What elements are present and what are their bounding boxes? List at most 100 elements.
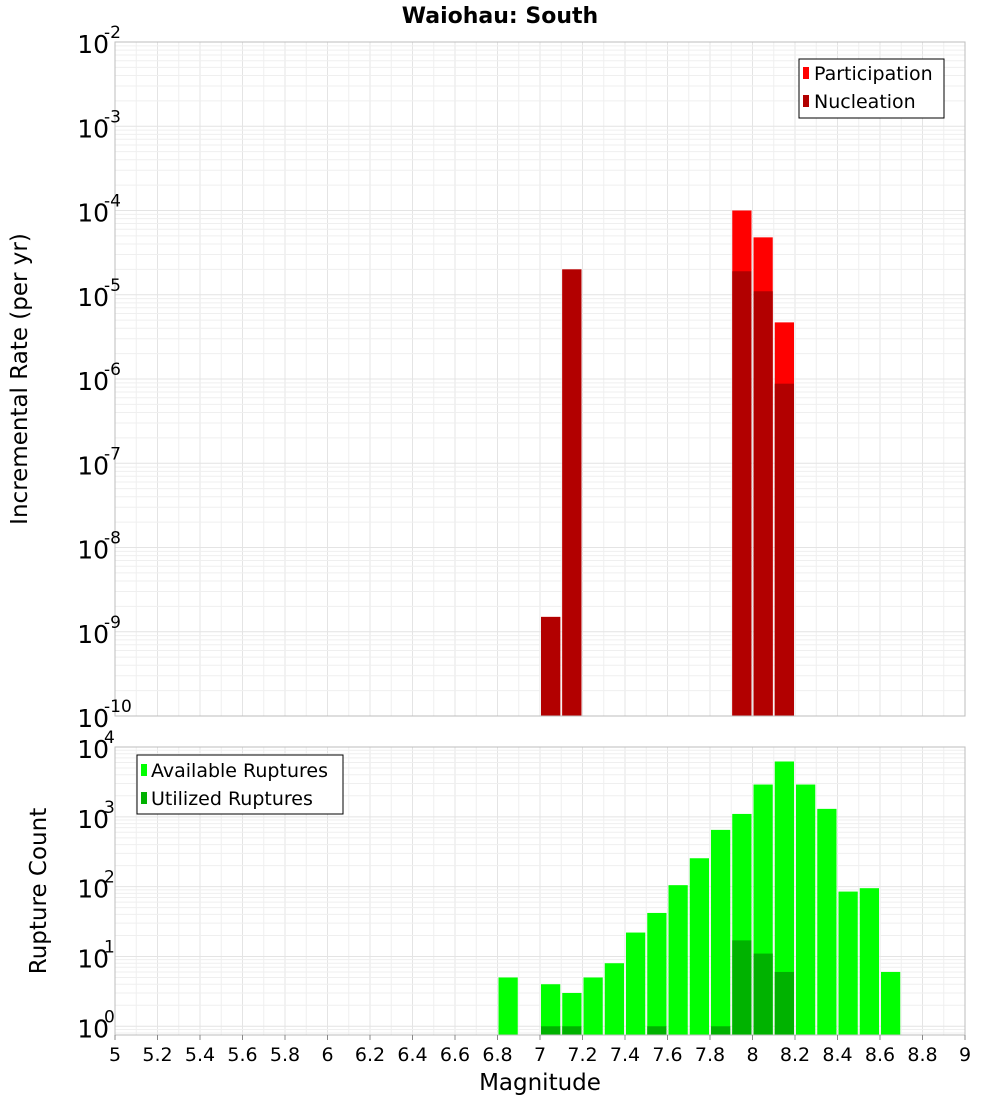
available-bar — [626, 932, 646, 1035]
x-tick-label: 7.2 — [567, 1044, 597, 1066]
x-ticks: 5 5.2 5.4 5.6 5.8 6 6.2 6.4 6.6 6.8 7 7.2 7.4 7.6 7.8 8… — [109, 1035, 971, 1066]
rate-y-tick-exponent: -2 — [104, 23, 121, 43]
count-y-axis-label: Rupture Count — [26, 808, 52, 974]
x-tick-label: 5.4 — [185, 1044, 215, 1066]
available-bar — [668, 885, 688, 1035]
rate-legend: Participation Nucleation — [798, 58, 945, 119]
utilized-bar — [774, 971, 794, 1035]
utilized-bar — [562, 1026, 582, 1035]
utilized-bar — [711, 1026, 731, 1035]
count-bars — [498, 761, 901, 1035]
nucleation-bar — [541, 616, 561, 716]
utilized-bar — [753, 953, 773, 1035]
available-bar — [583, 977, 603, 1035]
x-tick-label: 7.4 — [610, 1044, 640, 1066]
available-bar — [774, 761, 794, 1035]
rate-y-tick-label: 10 — [77, 199, 109, 228]
count-y-tick-label: 10 — [77, 735, 109, 764]
rate-y-tick-exponent: -8 — [104, 529, 121, 549]
legend-participation: Participation — [814, 63, 933, 85]
x-tick-label: 8.4 — [822, 1044, 852, 1066]
rate-bars — [541, 210, 794, 717]
available-swatch — [141, 764, 147, 776]
x-tick-label: 7 — [534, 1044, 546, 1066]
count-legend-box — [136, 754, 344, 815]
nucleation-bar — [732, 271, 752, 716]
count-y-tick-label: 10 — [77, 944, 109, 973]
x-tick-label: 5.6 — [227, 1044, 257, 1066]
legend-nucleation: Nucleation — [814, 91, 916, 113]
x-tick-label: 7.6 — [652, 1044, 682, 1066]
available-bar — [689, 858, 709, 1035]
utilized-bar — [732, 940, 752, 1035]
legend-available: Available Ruptures — [151, 760, 328, 782]
x-tick-label: 6 — [321, 1044, 333, 1066]
utilized-bar — [647, 1026, 667, 1035]
available-bar — [859, 888, 879, 1035]
nucleation-swatch — [803, 95, 809, 107]
nucleation-bar — [774, 383, 794, 716]
rate-y-tick-exponent: -9 — [104, 613, 121, 633]
x-tick-label: 5.2 — [142, 1044, 172, 1066]
x-axis-label: Magnitude — [479, 1070, 601, 1096]
count-y-tick-exponent: 4 — [104, 728, 115, 748]
rate-y-tick-exponent: -3 — [104, 107, 121, 127]
rate-legend-box — [798, 58, 945, 119]
rate-y-tick-label: 10 — [77, 620, 109, 649]
rate-y-tick-label: 10 — [77, 30, 109, 59]
available-bar — [498, 977, 518, 1035]
rate-y-tick-exponent: -5 — [104, 276, 121, 296]
rate-y-tick-label: 10 — [77, 283, 109, 312]
rate-y-tick-exponent: -10 — [104, 697, 132, 717]
count-y-tick-label: 10 — [77, 875, 109, 904]
x-tick-label: 8.8 — [907, 1044, 937, 1066]
x-tick-label: 6.8 — [482, 1044, 512, 1066]
x-tick-label: 6.4 — [397, 1044, 427, 1066]
available-bar — [647, 912, 667, 1035]
rate-y-tick-exponent: -6 — [104, 360, 121, 380]
count-y-tick-exponent: 0 — [104, 1007, 115, 1027]
available-bar — [881, 971, 901, 1035]
available-bar — [817, 808, 837, 1035]
available-bar — [838, 891, 858, 1035]
utilized-bar — [541, 1026, 561, 1035]
x-tick-label: 8 — [746, 1044, 758, 1066]
utilized-swatch — [141, 792, 147, 804]
x-tick-label: 7.8 — [695, 1044, 725, 1066]
count-y-tick-exponent: 1 — [104, 937, 115, 957]
legend-utilized: Utilized Ruptures — [151, 788, 313, 810]
x-tick-label: 6.2 — [355, 1044, 385, 1066]
rate-y-tick-label: 10 — [77, 367, 109, 396]
x-tick-label: 8.6 — [865, 1044, 895, 1066]
rate-y-axis-label: Incremental Rate (per yr) — [7, 233, 33, 525]
count-y-tick-exponent: 2 — [104, 868, 115, 888]
available-bar — [541, 984, 561, 1035]
rate-y-tick-exponent: -4 — [104, 192, 121, 212]
rate-y-tick-exponent: -7 — [104, 444, 121, 464]
count-y-tick-label: 10 — [77, 1014, 109, 1043]
rate-y-tick-label: 10 — [77, 704, 109, 733]
available-bar — [796, 784, 816, 1035]
available-bar — [562, 992, 582, 1035]
x-tick-label: 9 — [959, 1044, 971, 1066]
chart-title: Waiohau: South — [402, 4, 598, 29]
participation-swatch — [803, 67, 809, 79]
rate-grid — [114, 41, 966, 717]
rate-y-tick-label: 10 — [77, 451, 109, 480]
count-legend: Available Ruptures Utilized Ruptures — [136, 754, 344, 815]
x-tick-label: 6.6 — [440, 1044, 470, 1066]
available-bar — [711, 829, 731, 1035]
rate-y-tick-label: 10 — [77, 114, 109, 143]
x-tick-label: 5 — [109, 1044, 121, 1066]
count-y-tick-label: 10 — [77, 805, 109, 834]
nucleation-bar — [562, 269, 582, 716]
x-tick-label: 5.8 — [270, 1044, 300, 1066]
nucleation-bar — [753, 291, 773, 716]
rate-y-tick-label: 10 — [77, 536, 109, 565]
count-y-tick-exponent: 3 — [104, 798, 115, 818]
